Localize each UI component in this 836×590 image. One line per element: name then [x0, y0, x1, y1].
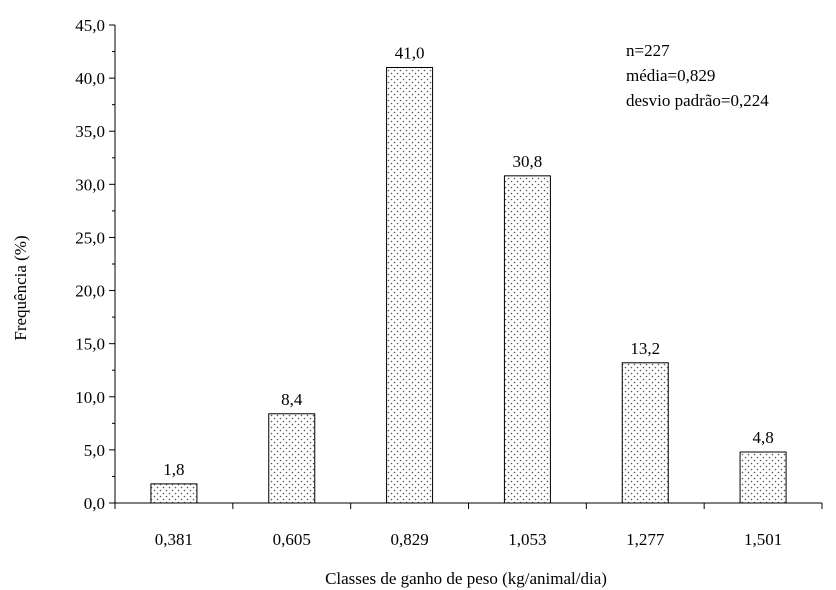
bar — [386, 66, 434, 504]
y-tick-label: 5,0 — [84, 441, 105, 460]
x-tick-label: 0,605 — [273, 530, 311, 549]
stat-n: n=227 — [626, 41, 670, 60]
bars-group — [150, 66, 787, 504]
bar-value-label: 4,8 — [752, 428, 773, 447]
bar-value-label: 30,8 — [513, 152, 543, 171]
x-tick-label: 1,501 — [744, 530, 782, 549]
x-axis-title: Classes de ganho de peso (kg/animal/dia) — [325, 569, 607, 588]
bar — [739, 451, 787, 504]
y-tick-label: 10,0 — [75, 388, 105, 407]
bar — [621, 362, 669, 504]
bar — [503, 175, 551, 504]
y-tick-label: 40,0 — [75, 69, 105, 88]
y-axis-ticks: 0,0 5,0 10,0 15,0 20,0 25,0 30,0 35,0 40,0 45,0 — [75, 16, 115, 513]
y-tick-label: 25,0 — [75, 228, 105, 247]
y-axis-title: Frequência (%) — [11, 235, 30, 340]
y-tick-label: 45,0 — [75, 16, 105, 35]
bar — [150, 483, 198, 504]
y-tick-label: 20,0 — [75, 282, 105, 301]
x-tick-label: 0,829 — [390, 530, 428, 549]
x-tick-label: 1,277 — [626, 530, 665, 549]
bar-value-label: 1,8 — [163, 460, 184, 479]
bar — [268, 413, 316, 504]
y-tick-label: 30,0 — [75, 175, 105, 194]
y-tick-label: 35,0 — [75, 122, 105, 141]
stat-mean: média=0,829 — [626, 66, 715, 85]
bar-value-labels: 1,8 8,4 41,0 30,8 13,2 4,8 — [163, 43, 773, 478]
y-tick-label: 15,0 — [75, 335, 105, 354]
bar-value-label: 13,2 — [630, 339, 660, 358]
y-tick-label: 0,0 — [84, 494, 105, 513]
x-tick-label: 0,381 — [155, 530, 193, 549]
x-axis-ticks: 0,381 0,605 0,829 1,053 1,277 1,501 — [114, 503, 823, 549]
bar-value-label: 41,0 — [395, 43, 425, 62]
x-tick-label: 1,053 — [508, 530, 546, 549]
bar-value-label: 8,4 — [281, 390, 303, 409]
stat-std: desvio padrão=0,224 — [626, 91, 769, 110]
